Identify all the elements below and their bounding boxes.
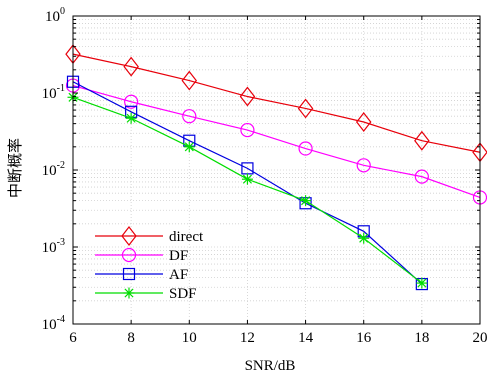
y-tick-label: 10-3 xyxy=(42,237,65,256)
x-tick-label: 20 xyxy=(473,330,487,346)
x-tick-label: 16 xyxy=(356,330,372,346)
series-group xyxy=(66,45,487,289)
legend-item-sdf: SDF xyxy=(95,286,197,302)
x-tick-label: 6 xyxy=(69,330,77,346)
y-tick-label: 10-1 xyxy=(42,83,65,102)
y-tick-label: 10-4 xyxy=(42,314,65,333)
series-direct xyxy=(66,45,487,161)
legend-item-direct: direct xyxy=(95,227,204,245)
x-axis-label: SNR/dB xyxy=(245,358,296,374)
legend-label: SDF xyxy=(169,286,197,302)
y-tick-label: 10-2 xyxy=(42,160,65,179)
x-tick-label: 10 xyxy=(182,330,197,346)
legend-item-df: DF xyxy=(95,248,188,264)
x-tick-label: 14 xyxy=(298,330,314,346)
x-tick-label: 12 xyxy=(240,330,255,346)
legend: direct DF AF SDF xyxy=(95,227,204,302)
legend-label: direct xyxy=(169,229,204,245)
x-tick-label: 8 xyxy=(127,330,135,346)
series-line xyxy=(73,54,480,152)
y-axis-label: 中断概率 xyxy=(7,138,24,198)
y-tick-label: 100 xyxy=(45,6,65,25)
legend-label: DF xyxy=(169,248,188,264)
legend-label: AF xyxy=(169,267,188,283)
x-tick-label: 18 xyxy=(414,330,429,346)
legend-item-af: AF xyxy=(95,267,188,283)
